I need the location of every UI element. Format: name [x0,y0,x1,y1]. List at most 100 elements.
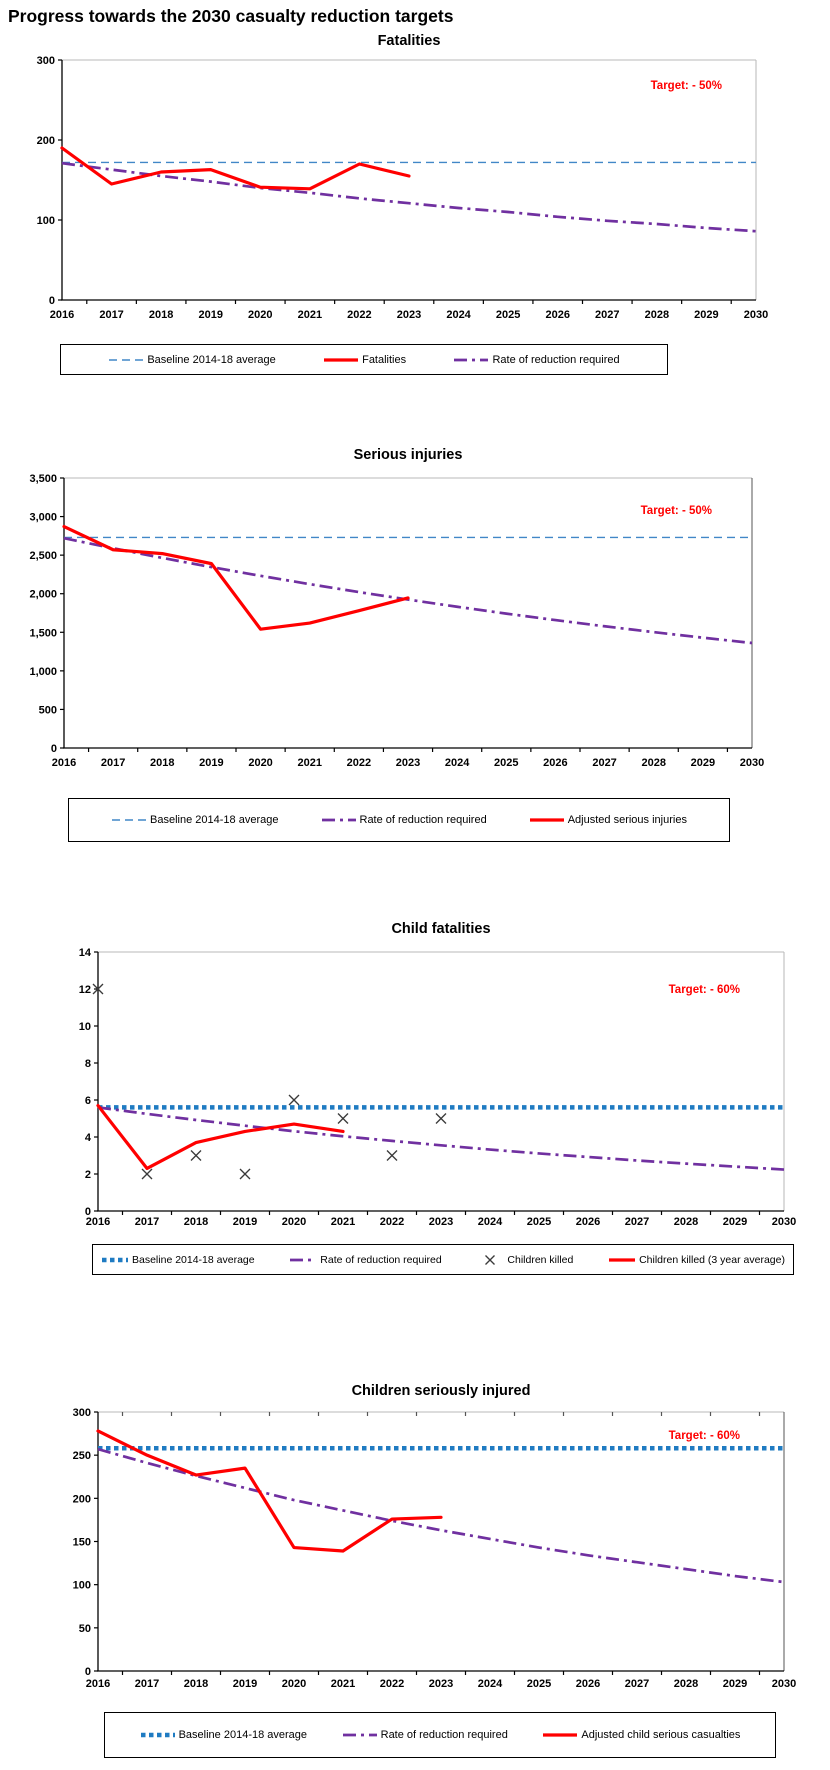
svg-text:12: 12 [79,984,91,996]
svg-text:2027: 2027 [625,1216,649,1228]
svg-text:200: 200 [37,135,55,147]
svg-text:2025: 2025 [494,757,518,769]
svg-text:2029: 2029 [723,1678,747,1690]
fatalities-chart-canvas: 0 100 200 300 2016 2017 2018 2019 2020 2021 2022 20… [37,55,769,321]
target-annotation: Target: - 50% [640,505,712,517]
svg-text:2026: 2026 [576,1678,600,1690]
svg-text:2,000: 2,000 [29,589,57,601]
svg-text:2030: 2030 [772,1678,796,1690]
legend-item: Rate of reduction required [321,814,487,826]
red-solid-line-icon [608,1254,636,1266]
svg-text:2026: 2026 [576,1216,600,1228]
svg-text:2,500: 2,500 [29,550,57,562]
legend-label: Children killed (3 year average) [639,1253,785,1266]
target-annotation: Target: - 60% [668,984,740,996]
svg-text:2024: 2024 [478,1216,503,1228]
purple-dashdot-line-icon [342,1729,378,1741]
svg-text:2030: 2030 [744,309,768,321]
legend-item: Rate of reduction required [453,353,620,366]
svg-text:2025: 2025 [527,1678,551,1690]
svg-text:2027: 2027 [595,309,619,321]
svg-text:2021: 2021 [298,309,322,321]
serious-injuries-chart-canvas: 0 500 1,000 1,500 2,000 2,500 3,000 3,500 2016 20… [29,473,764,769]
svg-text:6: 6 [85,1095,91,1107]
chart-title: Child fatalities [391,921,491,937]
svg-text:2020: 2020 [282,1678,306,1690]
svg-text:100: 100 [37,215,55,227]
legend-item: Baseline 2014-18 average [140,1729,307,1741]
svg-text:2018: 2018 [184,1678,208,1690]
svg-text:2018: 2018 [149,309,173,321]
svg-text:2018: 2018 [184,1216,208,1228]
svg-text:200: 200 [73,1493,91,1505]
x-marker-icon [476,1254,504,1266]
chart-title: Serious injuries [353,447,463,463]
svg-text:2018: 2018 [150,757,174,769]
svg-text:2023: 2023 [429,1678,453,1690]
svg-text:2027: 2027 [625,1678,649,1690]
svg-text:2023: 2023 [429,1216,453,1228]
svg-text:2019: 2019 [233,1678,257,1690]
svg-text:1,500: 1,500 [29,627,57,639]
svg-text:0: 0 [49,295,55,307]
children-seriously-injured-chart-canvas: 0 50 100 150 200 250 300 2016 2017 2018 2019 2020 20… [73,1407,797,1690]
svg-text:2023: 2023 [397,309,421,321]
legend-label: Rate of reduction required [492,353,620,366]
svg-text:2: 2 [85,1169,91,1181]
svg-text:300: 300 [37,55,55,67]
svg-text:2030: 2030 [740,757,764,769]
svg-text:3,000: 3,000 [29,512,57,524]
chart-legend: Baseline 2014-18 average Rate of reducti… [92,1244,794,1275]
svg-text:50: 50 [79,1623,91,1635]
svg-text:2027: 2027 [592,757,616,769]
svg-text:2017: 2017 [99,309,123,321]
red-solid-line-icon [542,1729,578,1741]
svg-text:2017: 2017 [135,1216,159,1228]
svg-text:2025: 2025 [496,309,520,321]
svg-text:2028: 2028 [645,309,669,321]
svg-text:2021: 2021 [297,757,321,769]
svg-text:3,500: 3,500 [29,473,57,485]
svg-text:2028: 2028 [641,757,665,769]
svg-text:4: 4 [85,1132,92,1144]
svg-text:2016: 2016 [52,757,76,769]
svg-text:2024: 2024 [478,1678,503,1690]
baseline-dashed-line-icon [111,814,147,826]
svg-text:2021: 2021 [331,1216,355,1228]
svg-text:2020: 2020 [248,309,272,321]
legend-label: Children killed [507,1253,574,1266]
legend-label: Baseline 2014-18 average [150,814,279,826]
svg-text:2028: 2028 [674,1678,698,1690]
svg-text:14: 14 [79,947,92,959]
svg-text:2020: 2020 [248,757,272,769]
svg-text:100: 100 [73,1580,91,1592]
svg-text:2026: 2026 [545,309,569,321]
svg-text:2021: 2021 [331,1678,355,1690]
legend-label: Baseline 2014-18 average [132,1253,255,1266]
legend-item: Children killed (3 year average) [608,1254,785,1266]
red-solid-line-icon [529,814,565,826]
legend-label: Fatalities [362,353,407,366]
svg-text:2024: 2024 [445,757,470,769]
chart-legend: Baseline 2014-18 average Rate of reducti… [104,1712,776,1758]
svg-text:2022: 2022 [347,757,371,769]
baseline-dashed-line-icon [108,354,144,366]
svg-text:2028: 2028 [674,1216,698,1228]
legend-item: Fatalities [323,354,406,366]
svg-text:10: 10 [79,1021,91,1033]
legend-label: Rate of reduction required [380,1729,508,1741]
red-solid-line-icon [323,354,359,366]
svg-text:250: 250 [73,1450,91,1462]
svg-text:2019: 2019 [233,1216,257,1228]
svg-text:2020: 2020 [282,1216,306,1228]
purple-dashdot-line-icon [289,1254,317,1266]
svg-text:2023: 2023 [396,757,420,769]
svg-text:2017: 2017 [101,757,125,769]
legend-label: Adjusted child serious casualties [581,1729,741,1741]
legend-label: Rate of reduction required [359,814,487,826]
purple-dashdot-line-icon [453,354,489,366]
svg-text:2019: 2019 [198,309,222,321]
svg-text:2024: 2024 [446,309,471,321]
svg-text:1,000: 1,000 [29,666,57,678]
legend-label: Baseline 2014-18 average [178,1729,308,1741]
